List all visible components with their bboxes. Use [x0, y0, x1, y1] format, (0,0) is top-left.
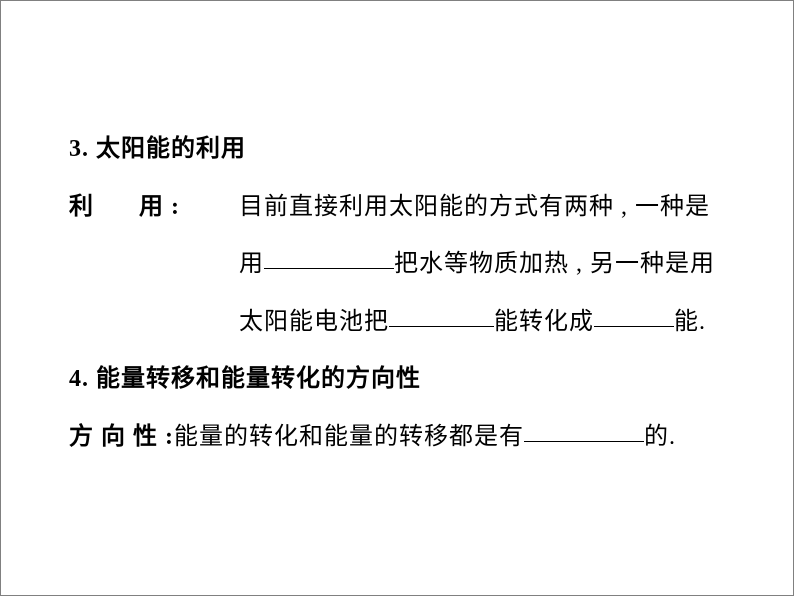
text-3b: 能转化成	[494, 309, 594, 335]
text-3c: 能.	[674, 309, 706, 335]
text-4a: 能量的转化和能量的转移都是有	[174, 424, 524, 450]
blank-3	[594, 326, 674, 327]
direction-label: 方 向 性 :	[69, 424, 174, 450]
section-3-heading: 3. 太阳能的利用	[69, 121, 725, 179]
text-2b: 把水等物质加热 , 另一种是用	[394, 251, 715, 277]
section-3-line-1: 利用 :目前直接利用太阳能的方式有两种 , 一种是	[69, 179, 725, 237]
blank-1	[264, 268, 394, 269]
text-4b: 的.	[644, 424, 676, 450]
section-4-heading: 4. 能量转移和能量转化的方向性	[69, 351, 725, 409]
section-4-line-1: 方 向 性 :能量的转化和能量的转移都是有 的.	[69, 409, 725, 467]
usage-label-part2: 用 :	[139, 179, 239, 237]
section-3-line-2: 用 把水等物质加热 , 另一种是用	[69, 236, 725, 294]
text-2a: 用	[239, 251, 264, 277]
section-3-line-3: 太阳能电池把 能转化成 能.	[69, 294, 725, 352]
text-3a: 太阳能电池把	[239, 309, 389, 335]
usage-label-part1: 利	[69, 179, 139, 237]
blank-2	[389, 326, 494, 327]
text-1a: 目前直接利用太阳能的方式有两种 , 一种是	[239, 194, 710, 220]
blank-4	[524, 441, 644, 442]
